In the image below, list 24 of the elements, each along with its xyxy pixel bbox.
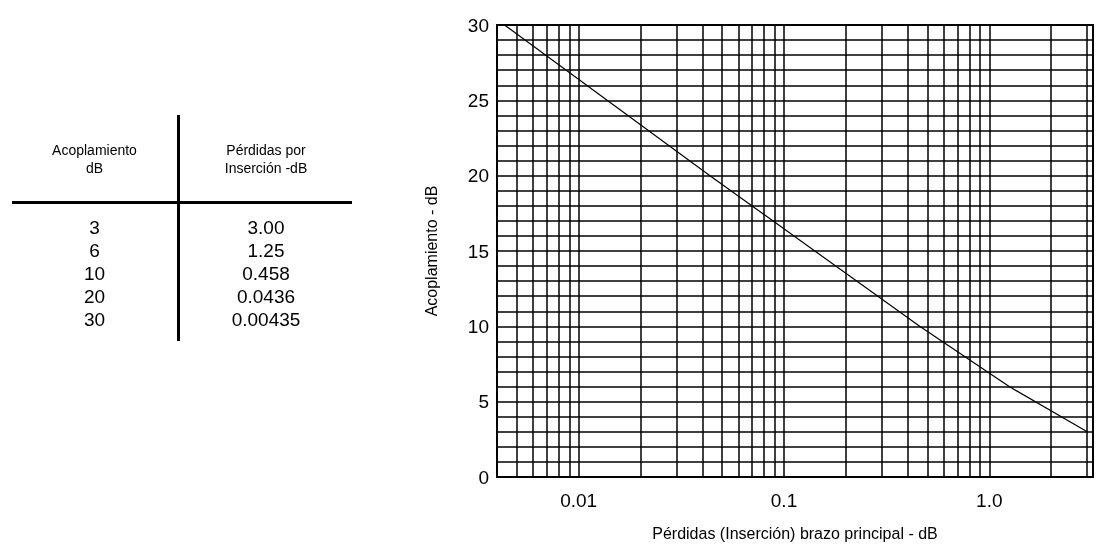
y-tick-label: 15	[467, 240, 489, 262]
y-tick-label: 20	[467, 165, 489, 187]
text: Acoplamiento dB	[51, 141, 138, 177]
text: 0.0436	[235, 285, 297, 308]
x-axis-title: Pérdidas (Inserción) brazo principal - dB	[652, 524, 938, 542]
y-axis-title: Acoplamiento - dB	[422, 185, 440, 317]
y-tick-label: 10	[467, 315, 489, 337]
text: 0.458	[241, 262, 291, 285]
y-tick-label: 5	[478, 391, 489, 413]
text: 3.00	[246, 216, 286, 239]
text: 0.00435	[230, 308, 302, 331]
x-tick-label: 0.01	[560, 490, 598, 511]
text: 20	[82, 285, 107, 308]
text: 1.25	[246, 239, 286, 262]
x-tick-label: 1.0	[976, 490, 1003, 511]
x-tick-label: 0.1	[770, 490, 798, 511]
text: 30	[82, 308, 107, 331]
y-tick-label: 0	[478, 466, 489, 488]
text: Pérdidas por Inserción -dB	[223, 141, 309, 177]
text: 10	[82, 262, 107, 285]
text: 6	[88, 239, 101, 262]
text: 3	[88, 216, 101, 239]
y-tick-label: 30	[467, 14, 489, 36]
y-tick-label: 25	[467, 89, 489, 111]
